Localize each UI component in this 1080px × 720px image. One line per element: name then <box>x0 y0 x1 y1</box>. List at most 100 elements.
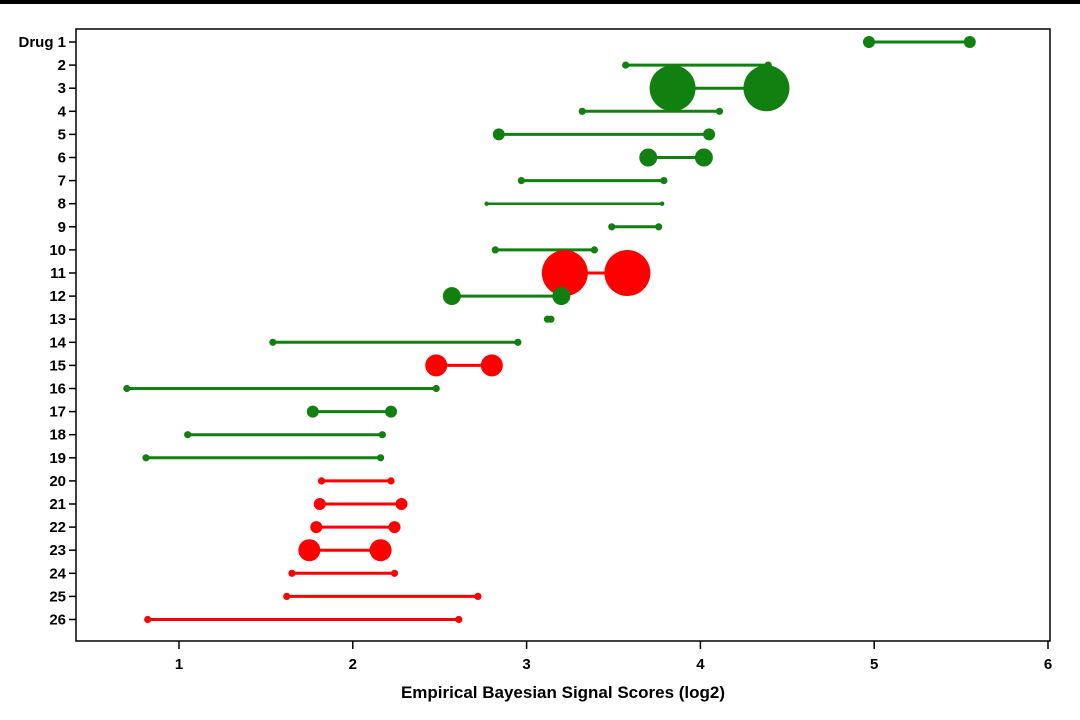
range-low-point <box>862 36 875 48</box>
x-axis: 1 2 3 4 5 6 <box>175 641 1052 673</box>
range-low-point <box>144 615 152 624</box>
range-high-point <box>387 477 395 485</box>
range-mark <box>517 177 668 185</box>
range-mark <box>144 615 463 624</box>
range-high-point <box>480 354 503 377</box>
range-high-point <box>590 246 598 254</box>
range-high-point <box>369 539 392 562</box>
y-tick-label: 10 <box>49 242 66 259</box>
range-mark <box>288 569 399 577</box>
y-tick-label: 15 <box>49 357 66 374</box>
range-low-point <box>639 148 658 167</box>
range-low-point <box>142 454 150 462</box>
range-mark <box>578 107 724 115</box>
range-high-point <box>455 615 463 624</box>
range-mark <box>298 539 392 562</box>
range-mark <box>541 250 651 296</box>
range-high-point <box>703 128 716 141</box>
y-tick-label: 26 <box>49 612 66 629</box>
range-mark <box>142 454 385 462</box>
chart-marks <box>123 36 976 624</box>
y-tick-label: 23 <box>49 542 66 559</box>
y-tick-label: 25 <box>49 588 66 605</box>
plot-frame <box>75 28 1051 642</box>
range-low-point <box>310 521 323 534</box>
y-tick-label: 2 <box>58 57 66 74</box>
range-high-point <box>659 201 665 206</box>
x-axis-title: Empirical Bayesian Signal Scores (log2) <box>401 683 725 702</box>
range-mark <box>442 287 571 306</box>
range-mark <box>492 128 716 141</box>
range-low-point <box>317 477 326 485</box>
range-mark <box>608 223 663 231</box>
y-tick-label: 8 <box>58 196 66 213</box>
range-high-point <box>432 384 440 393</box>
range-low-point <box>578 107 586 115</box>
range-low-point <box>608 223 616 231</box>
range-high-point <box>963 36 976 48</box>
y-tick-label: 19 <box>49 450 66 467</box>
range-high-point <box>474 592 482 601</box>
range-mark <box>639 148 713 167</box>
range-low-point <box>184 431 192 439</box>
y-tick-label: Drug 1 <box>18 34 66 51</box>
range-mark <box>306 405 398 418</box>
y-tick-label: 7 <box>58 173 66 190</box>
x-tick-label: 5 <box>870 656 878 673</box>
x-tick-label: 2 <box>349 656 357 673</box>
y-tick-label: 21 <box>49 496 66 513</box>
range-mark <box>425 354 503 377</box>
range-low-point <box>442 287 461 306</box>
range-low-point <box>123 384 131 393</box>
y-tick-label: 24 <box>49 565 66 582</box>
range-low-point <box>622 61 630 69</box>
range-low-point <box>484 201 489 206</box>
range-mark <box>283 592 482 601</box>
range-high-point <box>604 250 651 296</box>
y-tick-label: 17 <box>49 404 66 421</box>
range-mark <box>862 36 976 48</box>
y-tick-label: 9 <box>58 219 66 236</box>
range-high-point <box>514 338 522 346</box>
y-tick-label: 4 <box>58 103 67 120</box>
range-low-point <box>283 592 291 601</box>
range-high-point <box>743 65 790 112</box>
range-high-point <box>552 287 571 306</box>
range-low-point <box>649 65 696 112</box>
x-tick-label: 1 <box>175 656 183 673</box>
y-tick-label: 18 <box>49 427 66 444</box>
range-mark <box>317 477 395 485</box>
x-tick-label: 6 <box>1044 656 1052 673</box>
range-low-point <box>298 539 321 562</box>
range-high-point <box>547 315 555 323</box>
range-mark <box>123 384 440 393</box>
y-tick-label: 13 <box>49 311 66 328</box>
range-low-point <box>306 405 319 418</box>
y-tick-label: 20 <box>49 473 66 490</box>
y-tick-label: 22 <box>49 519 66 536</box>
range-high-point <box>660 177 668 185</box>
range-high-point <box>377 454 385 462</box>
range-mark <box>649 65 790 112</box>
range-high-point <box>378 431 386 439</box>
range-high-point <box>655 223 663 231</box>
range-low-point <box>288 569 296 577</box>
range-low-point <box>541 250 588 296</box>
y-tick-label: 12 <box>49 288 66 305</box>
y-tick-label: 11 <box>50 265 66 282</box>
range-high-point <box>694 148 713 167</box>
y-tick-label: 5 <box>58 126 66 143</box>
range-low-point <box>269 338 277 346</box>
range-mark <box>484 201 665 206</box>
range-mark <box>184 431 386 439</box>
y-axis-labels: Drug 12345678910111213141516171819202122… <box>18 34 76 629</box>
range-low-point <box>313 498 326 510</box>
range-mark <box>491 246 598 254</box>
range-high-point <box>395 498 408 510</box>
range-high-point <box>388 521 401 534</box>
y-tick-label: 6 <box>58 150 66 167</box>
y-tick-label: 14 <box>49 334 66 351</box>
range-mark <box>310 521 401 534</box>
range-high-point <box>385 405 398 418</box>
